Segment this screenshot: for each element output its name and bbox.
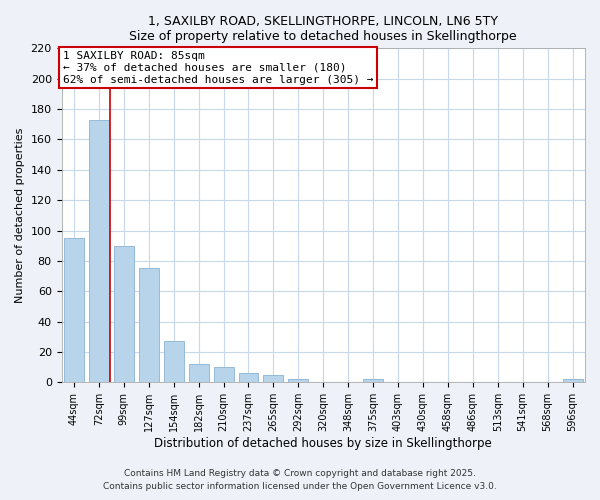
Bar	[289, 380, 308, 382]
Bar	[114, 246, 134, 382]
Title: 1, SAXILBY ROAD, SKELLINGTHORPE, LINCOLN, LN6 5TY
Size of property relative to d: 1, SAXILBY ROAD, SKELLINGTHORPE, LINCOLN…	[130, 15, 517, 43]
Bar	[214, 367, 233, 382]
Bar	[363, 380, 383, 382]
Y-axis label: Number of detached properties: Number of detached properties	[15, 128, 25, 303]
Bar	[188, 364, 209, 382]
Bar	[263, 375, 283, 382]
Text: Contains public sector information licensed under the Open Government Licence v3: Contains public sector information licen…	[103, 482, 497, 491]
Bar	[139, 268, 159, 382]
Bar	[64, 238, 84, 382]
Bar	[164, 342, 184, 382]
X-axis label: Distribution of detached houses by size in Skellingthorpe: Distribution of detached houses by size …	[154, 437, 492, 450]
Bar	[89, 120, 109, 382]
Text: 1 SAXILBY ROAD: 85sqm
← 37% of detached houses are smaller (180)
62% of semi-det: 1 SAXILBY ROAD: 85sqm ← 37% of detached …	[63, 52, 373, 84]
Bar	[239, 373, 259, 382]
Bar	[563, 380, 583, 382]
Text: Contains HM Land Registry data © Crown copyright and database right 2025.: Contains HM Land Registry data © Crown c…	[124, 469, 476, 478]
